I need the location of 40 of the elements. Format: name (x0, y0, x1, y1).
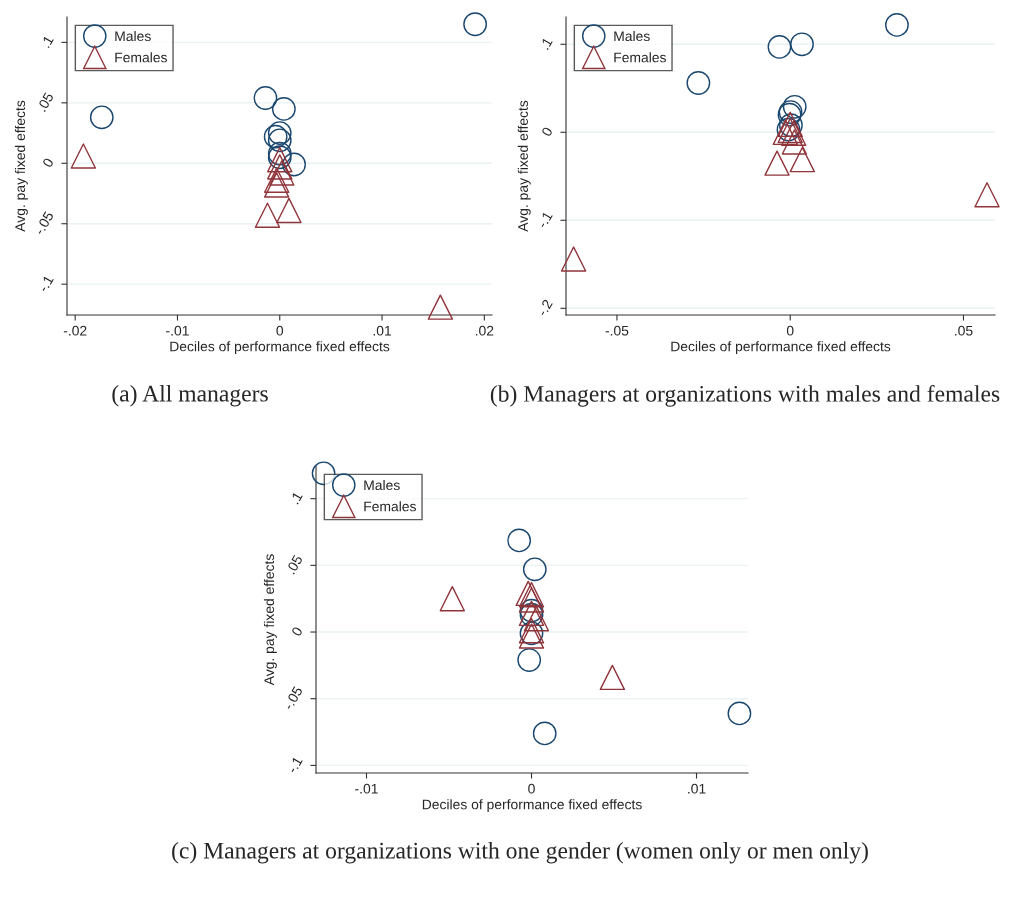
x-tick-label: -.01 (355, 783, 378, 794)
y-tick-label: 0 (541, 126, 553, 138)
y-tick-label: .1 (289, 491, 303, 505)
legend-label: Males (115, 30, 151, 42)
x-axis-title: Deciles of performance fixed effects (671, 341, 891, 355)
y-tick-label: .05 (36, 91, 54, 112)
x-tick-label: 0 (528, 783, 535, 794)
text: (c) Managers at organizations with one gender (women only or men only) (172, 842, 868, 864)
x-tick-label: 0 (786, 325, 794, 336)
legend-label: Females (115, 52, 167, 63)
y-axis-title: Avg. pay fixed effects (517, 100, 531, 232)
x-tick-label: .01 (373, 325, 392, 336)
legend-label: Males (614, 30, 650, 42)
x-tick-label: .01 (688, 783, 706, 794)
y-tick-label: -.1 (537, 210, 553, 229)
y-axis-title: Avg. pay fixed effects (263, 554, 277, 686)
text: (a) All managers (112, 385, 268, 407)
y-tick-label: .1 (40, 34, 54, 49)
x-tick-label: .02 (475, 325, 494, 336)
y-tick-label: 0 (42, 157, 54, 169)
y-tick-label: .1 (539, 36, 553, 50)
y-tick-label: -.05 (34, 210, 54, 236)
y-tick-label: -.1 (287, 755, 303, 774)
x-axis-title: Deciles of performance fixed effects (422, 799, 642, 813)
legend-label: Females (364, 501, 416, 512)
legend-label: Males (364, 479, 400, 491)
y-tick-label: -.2 (536, 298, 553, 317)
y-tick-label: -.1 (38, 274, 54, 293)
x-tick-label: .05 (955, 325, 973, 336)
y-tick-label: -.05 (283, 685, 303, 711)
y-axis-title: Avg. pay fixed effects (14, 100, 28, 232)
x-tick-label: -.05 (605, 325, 629, 336)
y-tick-label: .05 (285, 554, 303, 575)
x-tick-label: 0 (276, 325, 284, 336)
y-tick-label: 0 (291, 626, 303, 637)
x-axis-title: Deciles of performance fixed effects (170, 341, 390, 355)
x-tick-label: -.01 (166, 325, 189, 336)
text: (b) Managers at organizations with males and females (490, 385, 1000, 407)
x-tick-label: -.02 (63, 325, 87, 336)
legend-label: Females (614, 52, 666, 63)
